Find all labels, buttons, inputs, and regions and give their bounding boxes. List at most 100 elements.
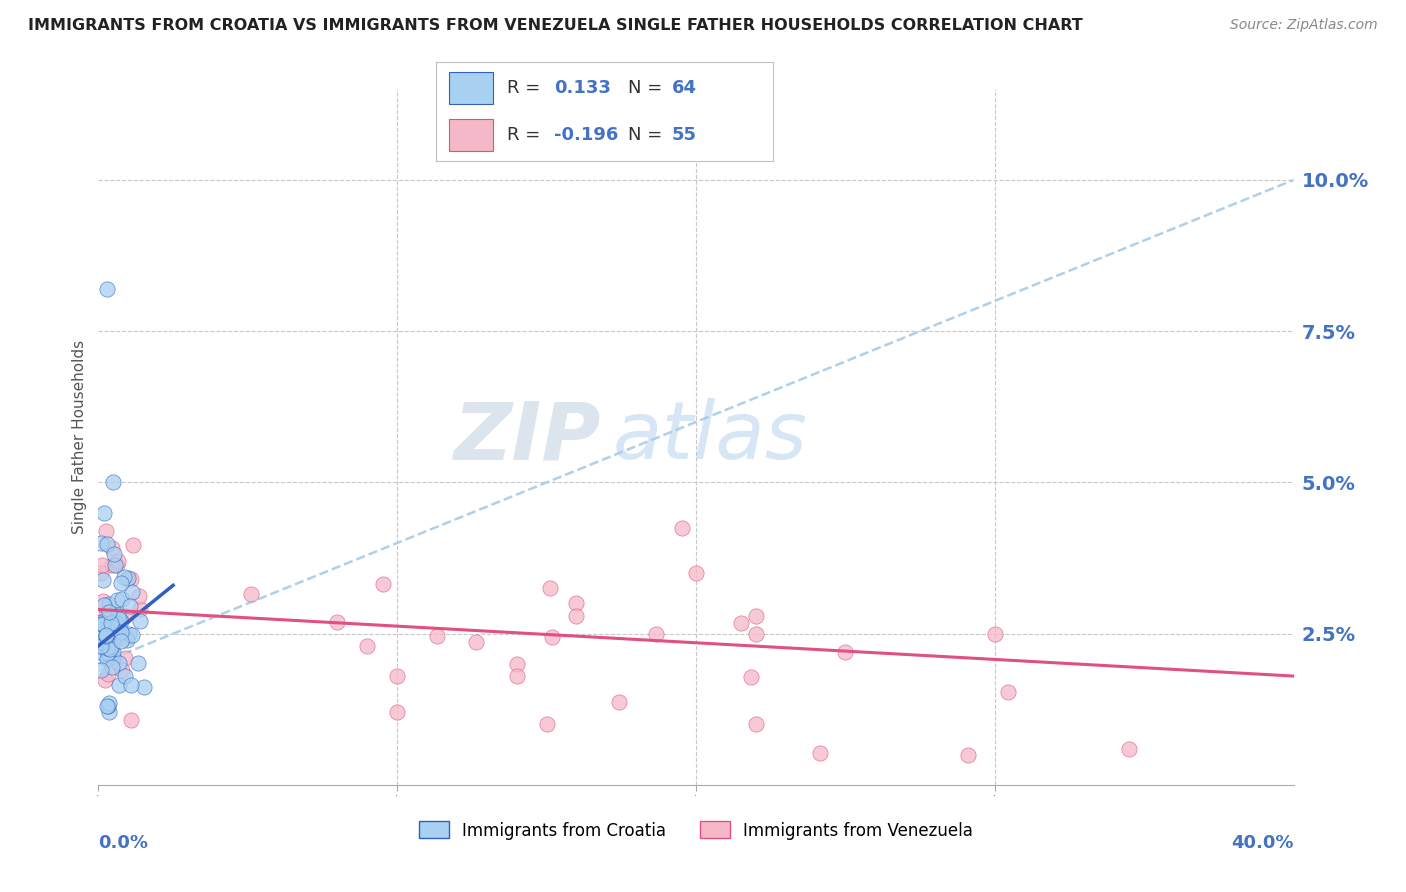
- Point: [90, 615, 112, 629]
- Point: [239, 587, 262, 601]
- Point: [108, 612, 131, 626]
- Point: [96, 282, 118, 296]
- Text: 55: 55: [672, 126, 697, 144]
- Point: [114, 570, 136, 584]
- Point: [98, 606, 121, 620]
- Point: [108, 678, 131, 692]
- Point: [128, 601, 150, 615]
- Point: [128, 589, 150, 603]
- Point: [110, 575, 132, 590]
- Point: [96, 699, 118, 714]
- Point: [111, 663, 134, 677]
- Point: [101, 558, 124, 572]
- Text: 0.0%: 0.0%: [98, 834, 149, 852]
- Point: [385, 669, 409, 683]
- Point: [506, 669, 529, 683]
- Point: [90, 536, 112, 550]
- Point: [685, 566, 707, 581]
- Point: [465, 634, 488, 648]
- Point: [98, 628, 121, 642]
- Bar: [450, 120, 494, 151]
- Point: [96, 628, 118, 642]
- Point: [105, 593, 128, 607]
- Text: atlas: atlas: [613, 398, 807, 476]
- Point: [121, 628, 143, 642]
- Point: [101, 639, 124, 653]
- Point: [385, 706, 409, 720]
- Point: [730, 616, 752, 631]
- Point: [122, 538, 145, 552]
- Point: [645, 627, 668, 641]
- Point: [97, 620, 120, 634]
- Point: [117, 572, 139, 586]
- Point: [91, 593, 114, 607]
- Point: [117, 571, 139, 585]
- Point: [120, 714, 142, 728]
- Point: [97, 667, 120, 681]
- Point: [541, 630, 564, 644]
- Point: [107, 553, 129, 567]
- Point: [93, 506, 115, 520]
- Point: [740, 670, 762, 684]
- Point: [91, 573, 114, 587]
- Point: [326, 615, 349, 629]
- Point: [127, 656, 149, 670]
- Point: [98, 706, 121, 720]
- Y-axis label: Single Father Households: Single Father Households: [72, 340, 87, 534]
- Point: [984, 626, 1007, 640]
- Point: [104, 558, 127, 573]
- Point: [997, 684, 1019, 698]
- Point: [108, 624, 131, 638]
- Point: [745, 626, 768, 640]
- Point: [101, 541, 124, 555]
- Point: [671, 521, 693, 535]
- Point: [96, 524, 118, 538]
- Point: [97, 646, 120, 660]
- Point: [94, 607, 117, 621]
- Point: [371, 577, 394, 591]
- Point: [956, 747, 979, 762]
- Point: [91, 617, 114, 632]
- Point: [565, 608, 588, 623]
- Point: [94, 673, 117, 688]
- Point: [90, 566, 112, 580]
- Point: [114, 669, 136, 683]
- Point: [90, 634, 112, 648]
- Point: [98, 642, 121, 657]
- Point: [90, 640, 112, 654]
- Point: [105, 558, 128, 572]
- Point: [117, 630, 139, 644]
- Text: ZIP: ZIP: [453, 398, 600, 476]
- Text: Source: ZipAtlas.com: Source: ZipAtlas.com: [1230, 18, 1378, 32]
- Point: [117, 626, 139, 640]
- Point: [114, 608, 136, 623]
- Text: 64: 64: [672, 79, 697, 97]
- Point: [97, 647, 120, 661]
- Point: [120, 599, 142, 614]
- Point: [100, 659, 122, 673]
- Point: [90, 623, 112, 637]
- Point: [90, 639, 112, 653]
- Point: [111, 591, 134, 606]
- Point: [132, 680, 155, 694]
- Point: [100, 615, 122, 630]
- Point: [117, 632, 139, 647]
- Point: [110, 633, 132, 648]
- Legend: Immigrants from Croatia, Immigrants from Venezuela: Immigrants from Croatia, Immigrants from…: [412, 814, 980, 847]
- Point: [129, 614, 152, 628]
- Point: [90, 663, 112, 677]
- Text: R =: R =: [506, 79, 546, 97]
- Point: [426, 629, 449, 643]
- Point: [110, 614, 132, 628]
- Text: 40.0%: 40.0%: [1232, 834, 1294, 852]
- Point: [108, 656, 131, 670]
- Point: [103, 475, 125, 490]
- Point: [565, 597, 588, 611]
- Point: [98, 638, 121, 652]
- Point: [110, 624, 132, 639]
- Point: [120, 572, 142, 586]
- Point: [98, 597, 121, 611]
- Point: [538, 581, 561, 595]
- Point: [356, 639, 378, 653]
- Text: N =: N =: [628, 126, 668, 144]
